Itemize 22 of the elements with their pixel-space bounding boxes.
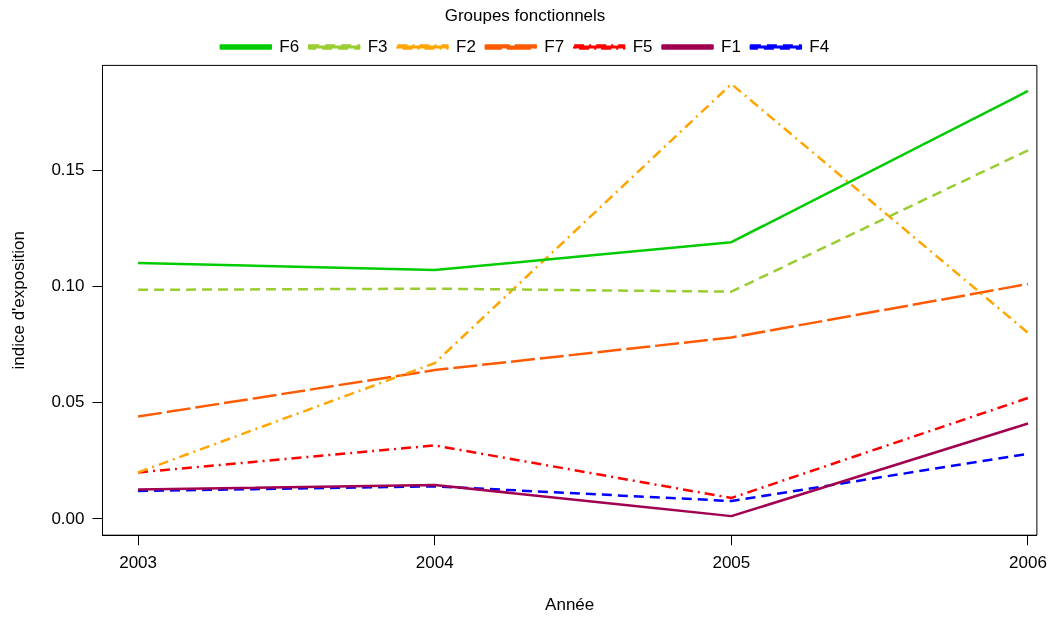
y-tick-label: 0.05 (51, 392, 85, 412)
legend-label: F4 (809, 36, 830, 56)
legend-label: F7 (544, 36, 565, 56)
x-axis-title: Année (545, 595, 595, 615)
legend-label: F5 (632, 36, 653, 56)
x-tick-label: 2005 (712, 553, 751, 573)
line-series (136, 282, 1030, 418)
legend-title: Groupes fonctionnels (444, 6, 606, 26)
legend-label: F3 (367, 36, 388, 56)
legend-label: F2 (455, 36, 476, 56)
x-tick-label: 2006 (1009, 553, 1047, 573)
x-tick-label: 2004 (415, 553, 454, 573)
y-tick-label: 0.15 (51, 159, 85, 179)
y-axis-title: indice d'exposition (8, 231, 28, 370)
legend-label: F1 (721, 36, 741, 56)
line-series (136, 396, 1030, 500)
line-series (136, 82, 1030, 474)
x-tick-label: 2003 (119, 553, 157, 573)
y-tick-label: 0.10 (51, 276, 85, 296)
legend-label: F6 (279, 36, 300, 56)
y-tick-label: 0.00 (51, 508, 85, 528)
line-series (136, 149, 1030, 293)
